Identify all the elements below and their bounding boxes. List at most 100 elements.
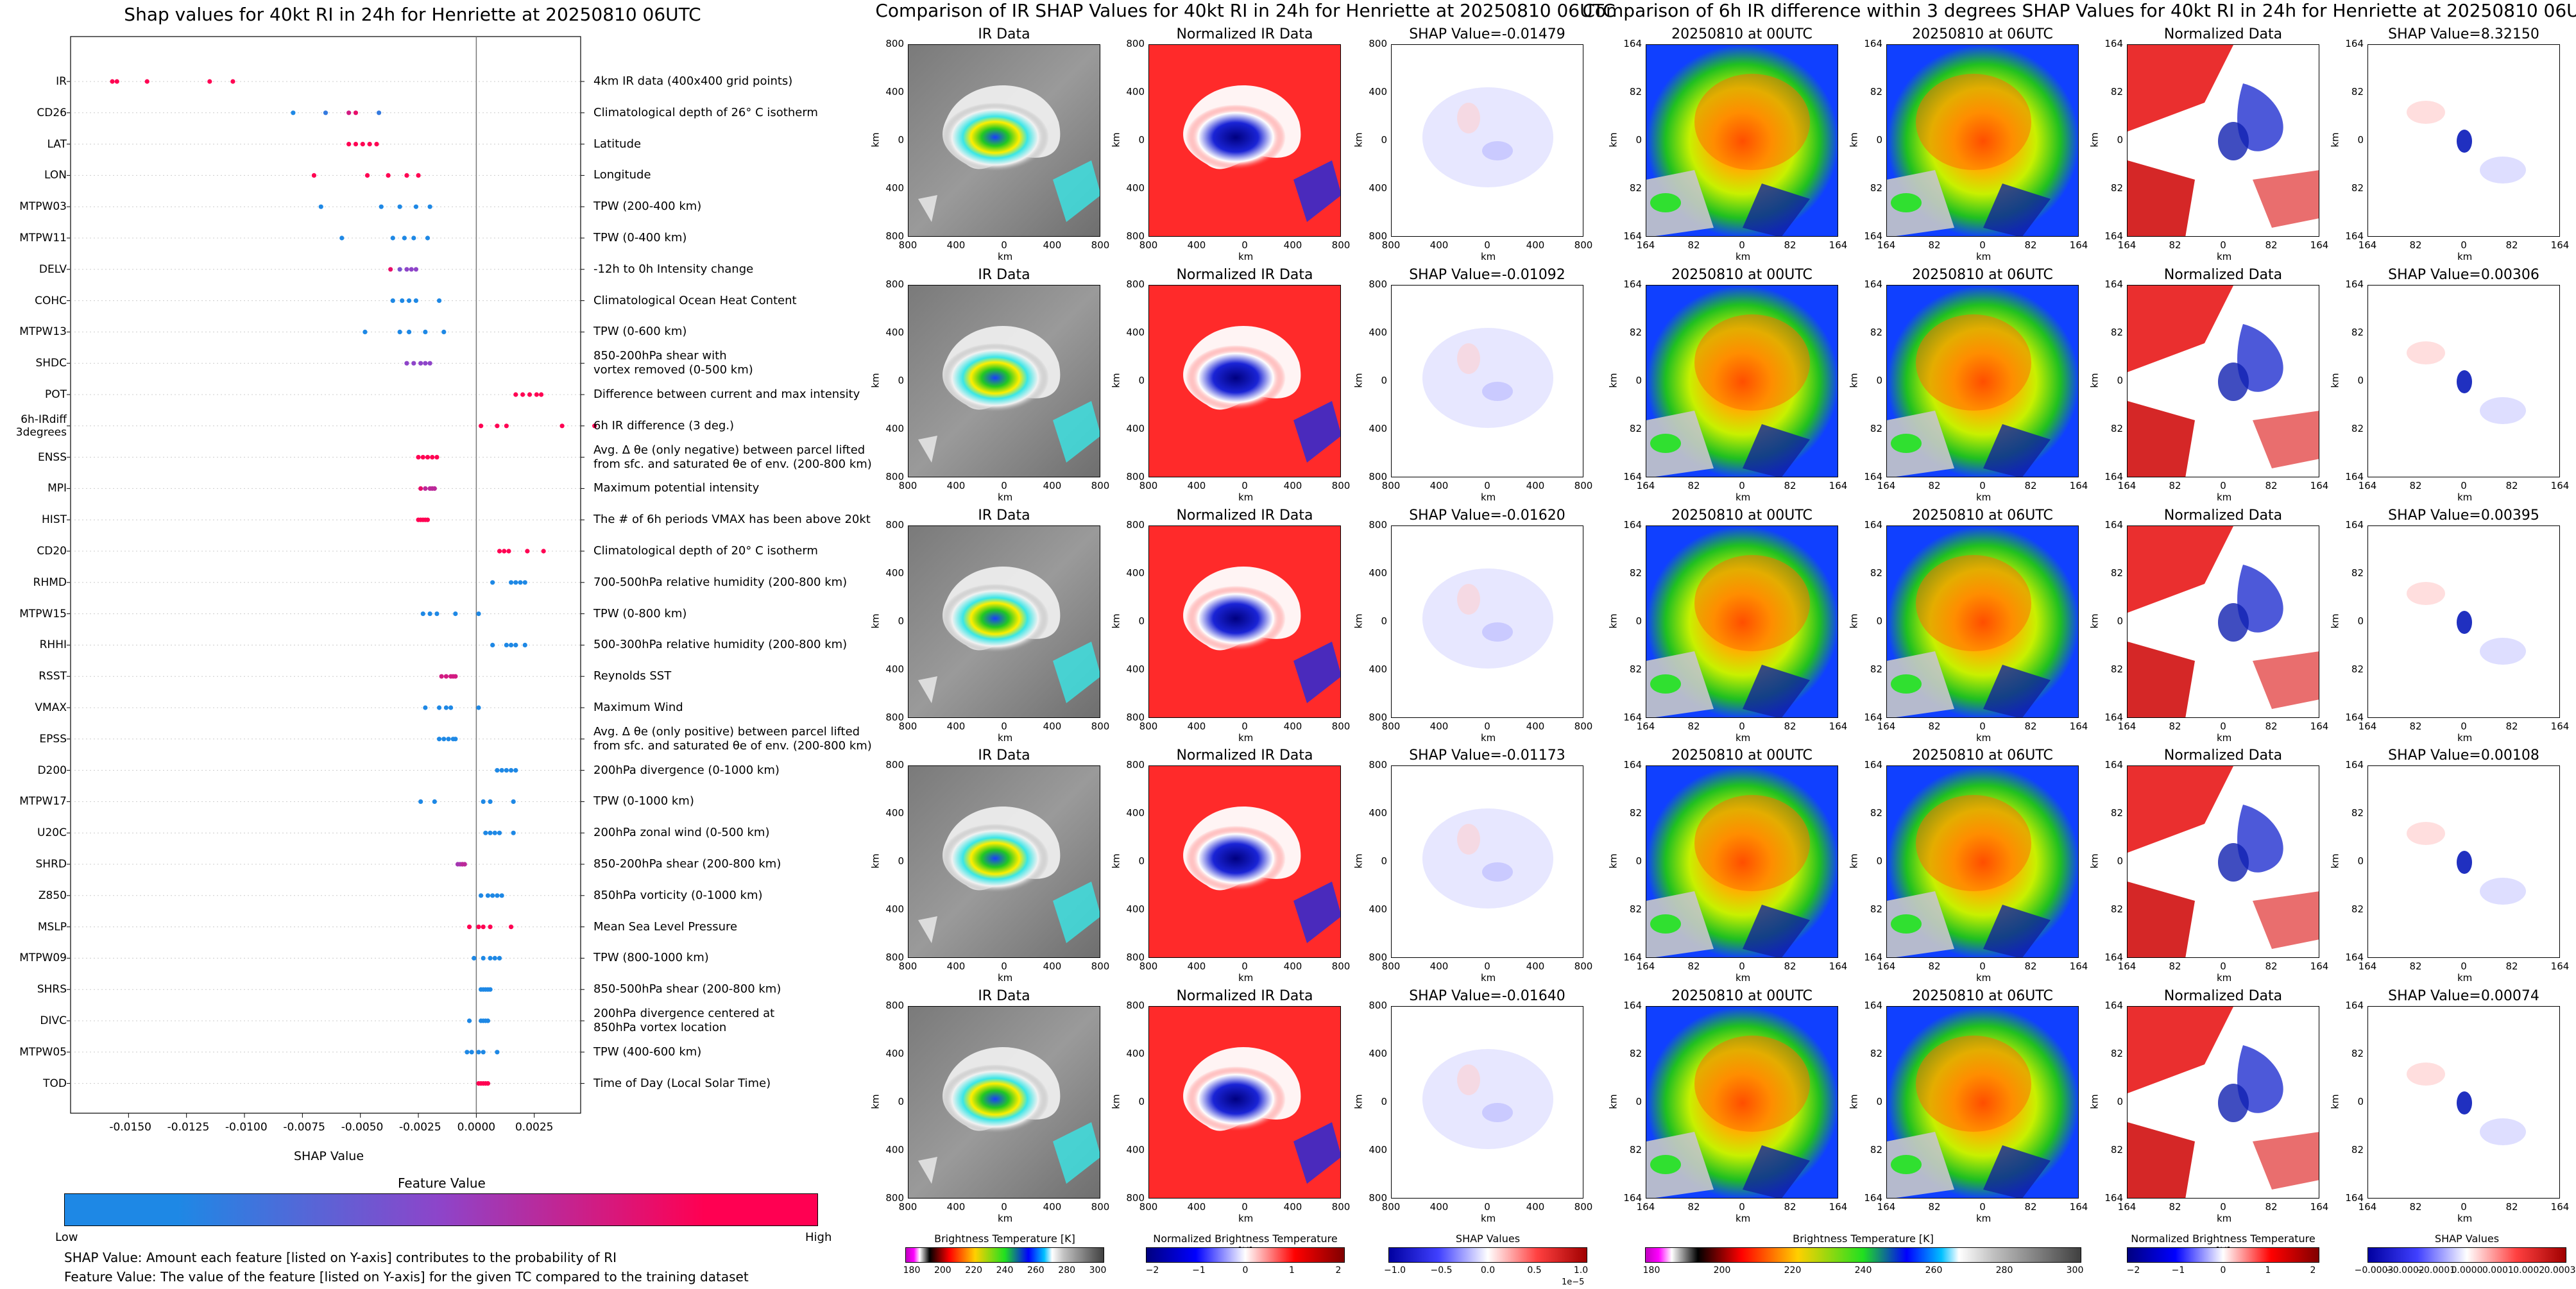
dnorm-ylabel: km <box>2088 613 2101 629</box>
shap-point <box>488 799 493 804</box>
shap-point <box>346 110 352 115</box>
shap-xtick: 0.0000 <box>457 1121 496 1134</box>
ir-colorbar <box>905 1247 1104 1263</box>
ir-xlabel: km <box>998 972 1013 984</box>
shap-panel-title: SHAP Value=-0.01620 <box>1409 508 1565 524</box>
dshap-xtick: 82 <box>2409 1201 2422 1213</box>
shap-point <box>386 173 391 178</box>
shap-point <box>481 1050 486 1055</box>
diff-shap-colorbar-tick: −0.0002 <box>2385 1265 2425 1276</box>
dnorm-ytick: 164 <box>2104 230 2123 242</box>
dshap-ylabel: km <box>2329 613 2341 629</box>
shap-point <box>504 642 509 648</box>
dshap-xtick: 0 <box>2461 721 2467 732</box>
dshap-xtick: 164 <box>2358 1201 2377 1213</box>
feature-description: Reynolds SST <box>593 669 672 683</box>
norm-panel-title: Normalized IR Data <box>1176 508 1313 524</box>
feature-description: TPW (800-1000 km) <box>593 951 709 965</box>
ir-xtick: 400 <box>1043 960 1062 972</box>
dshap-xtick: 82 <box>2505 721 2518 732</box>
diff6-ytick: 82 <box>1870 86 1882 98</box>
shap-point <box>443 674 449 679</box>
diff6-panel <box>1886 1006 2079 1199</box>
diff0-ytick: 0 <box>1635 134 1642 146</box>
feature-label: RHHI <box>39 638 67 652</box>
dnorm-ylabel: km <box>2088 853 2101 869</box>
feature-label: MTPW17 <box>19 795 67 808</box>
diff6-panel-title: 20250810 at 06UTC <box>1912 747 2053 764</box>
ir-ytick: 0 <box>898 1096 904 1107</box>
norm-xtick: 400 <box>1283 239 1302 251</box>
diff0-xlabel: km <box>1736 732 1751 744</box>
dshap-xlabel: km <box>2457 732 2473 744</box>
feature-description: 850-200hPa shear (200-800 km) <box>593 857 781 871</box>
diff6-ytick: 82 <box>1870 327 1882 338</box>
diff0-xlabel: km <box>1736 1213 1751 1224</box>
dshap-xtick: 82 <box>2505 1201 2518 1213</box>
shap-point <box>490 642 495 648</box>
diff6-xtick: 164 <box>2069 480 2088 491</box>
dshap-panel-title: SHAP Value=0.00108 <box>2388 747 2539 764</box>
diff0-ytick: 0 <box>1635 375 1642 386</box>
diff6-xtick: 0 <box>1979 239 1986 251</box>
shap-ylabel: km <box>1352 373 1365 388</box>
shap-point <box>425 455 431 460</box>
diff-norm-colorbar-tick: 1 <box>2265 1265 2271 1276</box>
norm-ytick: 800 <box>1126 1192 1145 1204</box>
shap-point <box>311 173 317 178</box>
shap-panel-title: SHAP Value=-0.01173 <box>1409 747 1565 764</box>
shap-point <box>466 1018 472 1023</box>
diff0-ytick: 164 <box>1623 471 1642 482</box>
diff-shap-colorbar-label: SHAP Values <box>2434 1233 2500 1245</box>
ir-ytick: 800 <box>885 759 904 771</box>
feature-label: VMAX <box>35 701 67 714</box>
shap-point <box>522 580 527 585</box>
dshap-ylabel: km <box>2329 853 2341 869</box>
diff0-xtick: 164 <box>1636 239 1655 251</box>
feature-colorbar-title: Feature Value <box>398 1175 486 1191</box>
shap-ytick: 800 <box>1369 759 1387 771</box>
ir-ytick: 800 <box>885 712 904 723</box>
dnorm-xtick: 82 <box>2169 721 2181 732</box>
ir-ytick: 800 <box>885 230 904 242</box>
shap-ytick: 400 <box>1369 86 1387 98</box>
norm-panel <box>1148 44 1341 237</box>
shap-point <box>434 611 439 617</box>
dnorm-xtick: 0 <box>2220 721 2226 732</box>
shap-point <box>144 79 149 84</box>
ir-xtick: 800 <box>1091 960 1110 972</box>
dnorm-xtick: 164 <box>2117 239 2137 251</box>
ir-xlabel: km <box>998 491 1013 503</box>
shap-ytick: 800 <box>1369 38 1387 49</box>
diff0-ytick: 82 <box>1629 663 1642 675</box>
ir-ytick: 800 <box>885 519 904 531</box>
shap-point <box>114 79 119 84</box>
shap-point <box>413 298 419 303</box>
dshap-ytick: 164 <box>2345 759 2364 771</box>
shap-panel <box>1391 765 1583 958</box>
shap-xtick: -0.0075 <box>283 1121 325 1134</box>
diff0-ytick: 82 <box>1629 1144 1642 1156</box>
shap-point <box>439 674 444 679</box>
ir-xtick: 400 <box>946 1201 966 1213</box>
diff6-xtick: 164 <box>1877 721 1896 732</box>
diff0-panel-title: 20250810 at 00UTC <box>1671 267 1813 283</box>
shap-panel-title: SHAP Value=-0.01479 <box>1409 26 1565 42</box>
ir-xtick: 800 <box>1091 239 1110 251</box>
shap-point <box>418 486 423 491</box>
dshap-ytick: 82 <box>2351 86 2364 98</box>
shap-point <box>508 768 514 773</box>
dnorm-ytick: 82 <box>2110 182 2123 194</box>
diff0-ytick: 164 <box>1623 230 1642 242</box>
feature-label: MTPW15 <box>19 607 67 620</box>
ir-xtick: 400 <box>946 721 966 732</box>
shap-point <box>495 893 500 898</box>
diff-shap-colorbar-tick: 0.0002 <box>2513 1265 2545 1276</box>
shap-point <box>427 611 432 617</box>
diff-shap-colorbar-tick: 0.0003 <box>2544 1265 2576 1276</box>
feature-label: POT <box>44 388 67 401</box>
shap-ytick: 400 <box>1369 423 1387 434</box>
dshap-xlabel: km <box>2457 251 2473 262</box>
shap-point <box>497 955 502 960</box>
diff0-ylabel: km <box>1607 132 1619 148</box>
